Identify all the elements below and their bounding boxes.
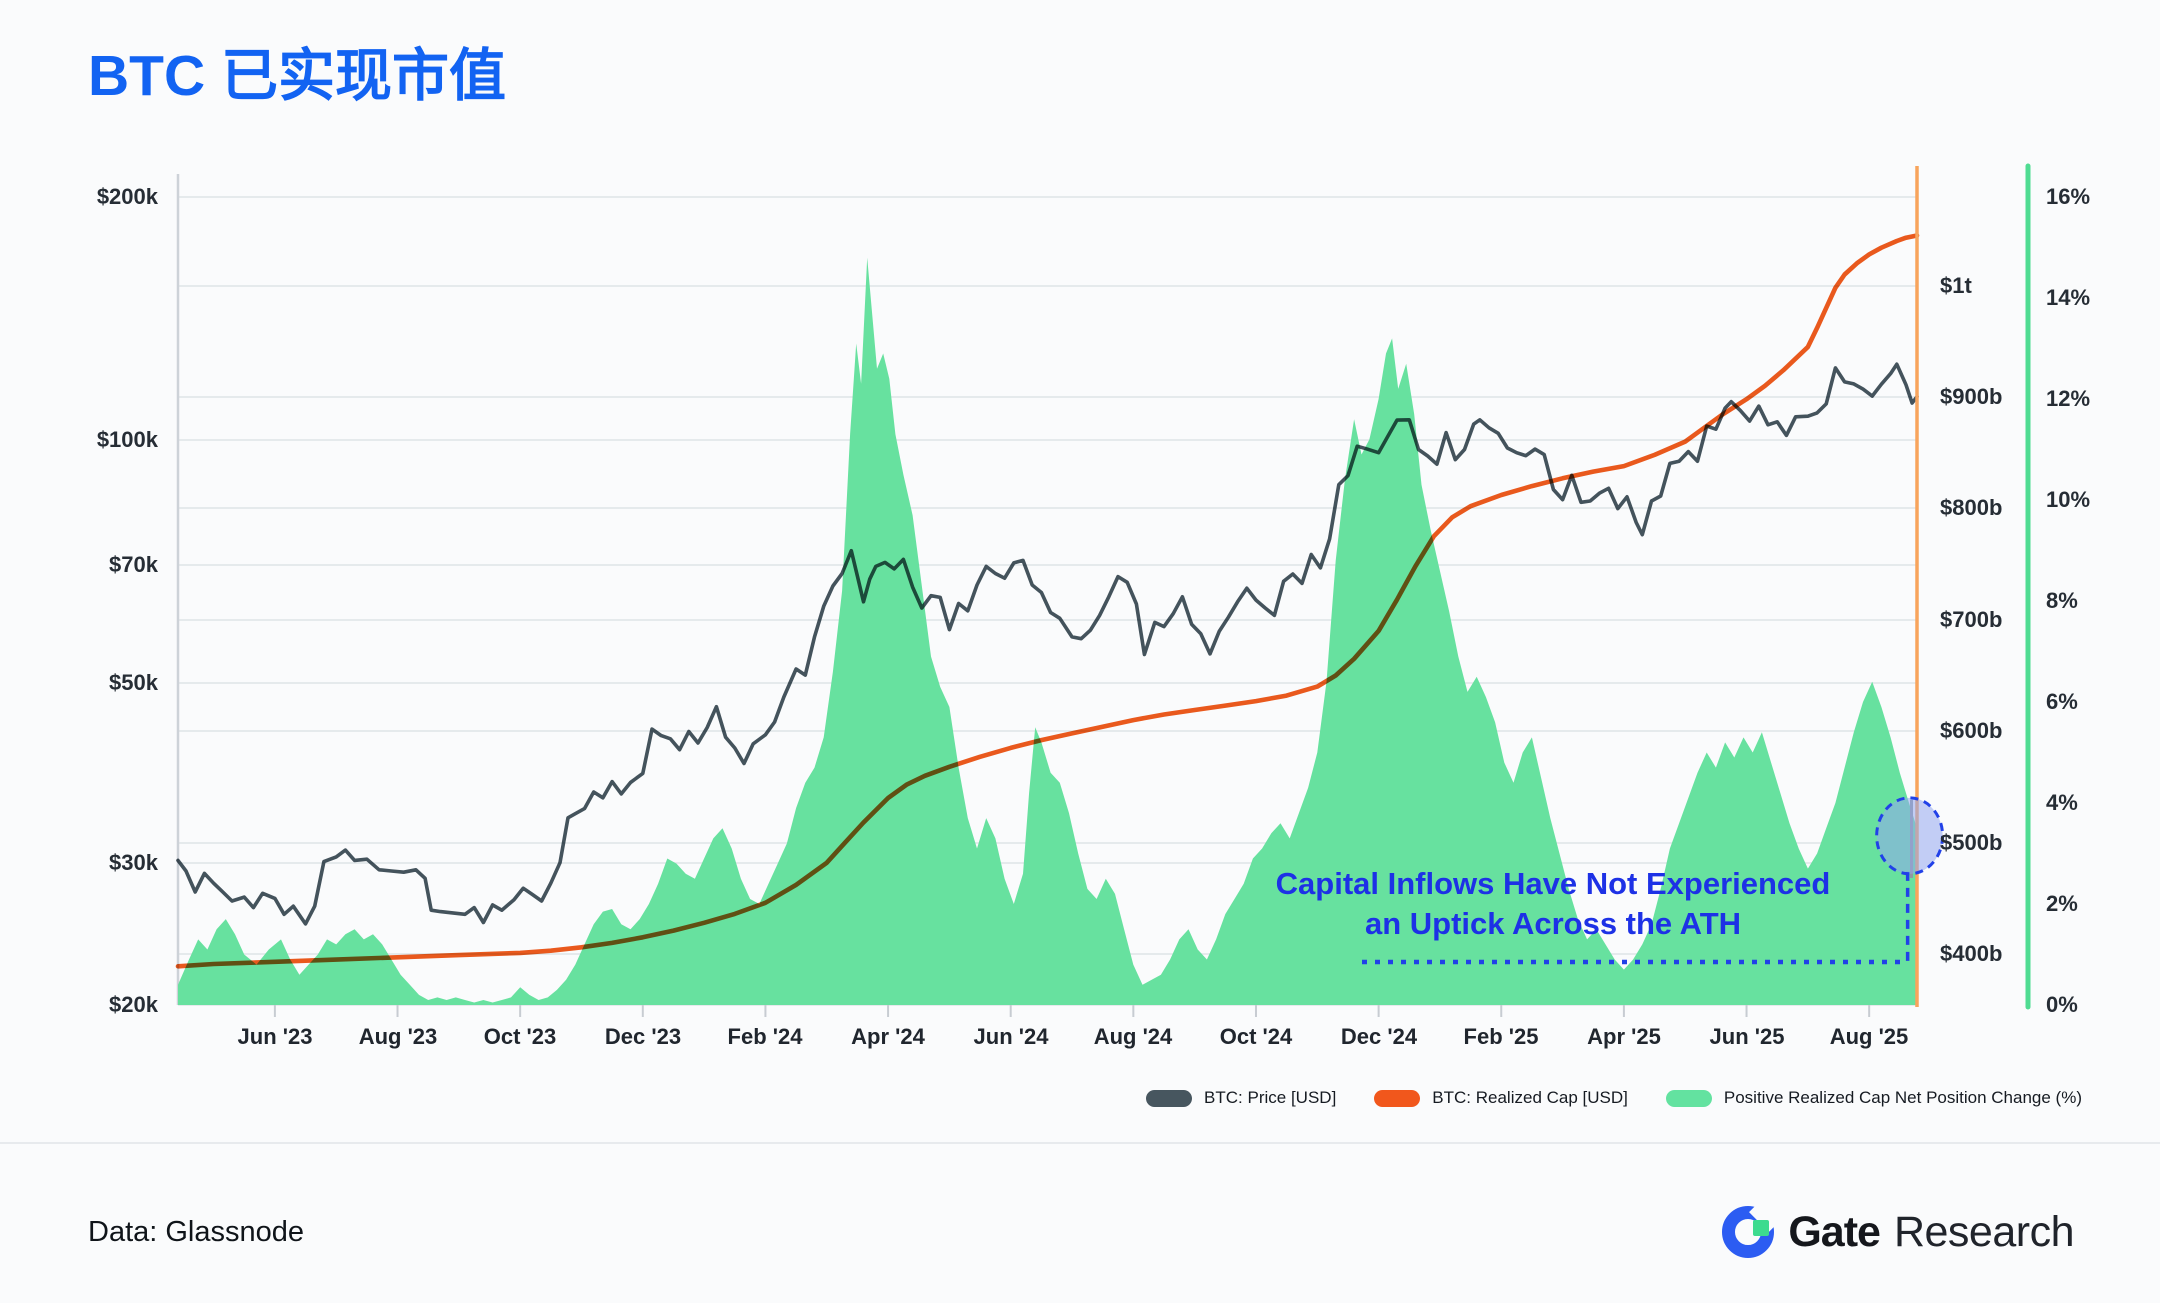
legend-swatch [1665, 1089, 1712, 1107]
x-tick-label: Aug '23 [358, 1024, 438, 1049]
price-tick-label: $70k [109, 552, 158, 577]
x-tick-label: Feb '25 [1463, 1024, 1539, 1049]
legend-label: Positive Realized Cap Net Position Chang… [1723, 1088, 2082, 1107]
percent-tick-label: 2% [2046, 891, 2078, 916]
realized-cap-tick-label: $900b [1940, 384, 2003, 409]
realized-cap-tick-label: $600b [1940, 718, 2003, 743]
realized-cap-tick-label: $400b [1940, 941, 2003, 966]
percent-tick-label: 10% [2046, 487, 2091, 512]
legend-item: Positive Realized Cap Net Position Chang… [1665, 1088, 2082, 1108]
legend-label: BTC: Price [USD] [1204, 1088, 1337, 1107]
price-tick-label: $20k [109, 992, 158, 1017]
x-tick-label: Aug '25 [1829, 1024, 1909, 1049]
x-tick-label: Oct '23 [483, 1024, 557, 1049]
price-tick-label: $50k [109, 670, 158, 695]
price-tick-label: $30k [109, 850, 158, 875]
realized-cap-tick-label: $700b [1940, 607, 2003, 632]
legend-swatch [1374, 1089, 1421, 1107]
x-tick-label: Apr '24 [851, 1024, 925, 1049]
gate-logo-icon [1722, 1198, 1784, 1258]
chart-legend: BTC: Price [USD] BTC: Realized Cap [USD] P… [1146, 1088, 2082, 1108]
price-tick-label: $100k [96, 427, 158, 452]
percent-tick-label: 6% [2046, 689, 2078, 714]
percent-tick-label: 12% [2046, 386, 2091, 411]
brand-logo: Gate Research [1722, 1198, 2075, 1260]
legend-item: BTC: Realized Cap [USD] [1374, 1088, 1628, 1108]
annotation-line-2: an Uptick Across the ATH [1364, 906, 1742, 941]
legend-item: BTC: Price [USD] [1146, 1088, 1336, 1108]
data-source-note: Data: Glassnode [88, 1216, 305, 1248]
realized-cap-tick-label: $800b [1940, 495, 2003, 520]
x-tick-label: Feb '24 [727, 1024, 803, 1049]
x-tick-label: Aug '24 [1093, 1024, 1173, 1049]
x-tick-label: Apr '25 [1587, 1024, 1661, 1049]
percent-tick-label: 4% [2046, 790, 2078, 815]
percent-tick-label: 16% [2046, 184, 2091, 209]
percent-tick-label: 8% [2046, 588, 2078, 613]
annotation-callout: Capital Inflows Have Not Experienced an … [1253, 864, 1853, 944]
x-tick-label: Dec '23 [604, 1024, 682, 1049]
net-position-area [178, 257, 1917, 1006]
x-tick-label: Dec '24 [1340, 1024, 1418, 1049]
x-tick-label: Jun '24 [973, 1024, 1049, 1049]
realized-cap-tick-label: $500b [1940, 830, 2003, 855]
brand-name-light: Research [1893, 1207, 2075, 1256]
realized-cap-tick-label: $1t [1940, 273, 1972, 298]
btc-price-line [176, 362, 1919, 926]
page-title: BTC 已实现市值 [88, 44, 506, 108]
percent-tick-label: 0% [2046, 992, 2078, 1017]
legend-swatch [1146, 1089, 1193, 1107]
annotation-highlight-circle [1875, 796, 1945, 876]
brand-name-bold: Gate [1788, 1207, 1881, 1256]
price-tick-label: $200k [96, 184, 158, 209]
annotation-line-1: Capital Inflows Have Not Experienced [1275, 866, 1831, 901]
percent-tick-label: 14% [2046, 285, 2091, 310]
x-tick-label: Jun '23 [237, 1024, 313, 1049]
x-tick-label: Jun '25 [1709, 1024, 1785, 1049]
footer-divider [0, 1142, 2160, 1144]
x-tick-label: Oct '24 [1219, 1024, 1293, 1049]
legend-label: BTC: Realized Cap [USD] [1432, 1088, 1628, 1107]
realized-cap-line [175, 233, 1920, 969]
